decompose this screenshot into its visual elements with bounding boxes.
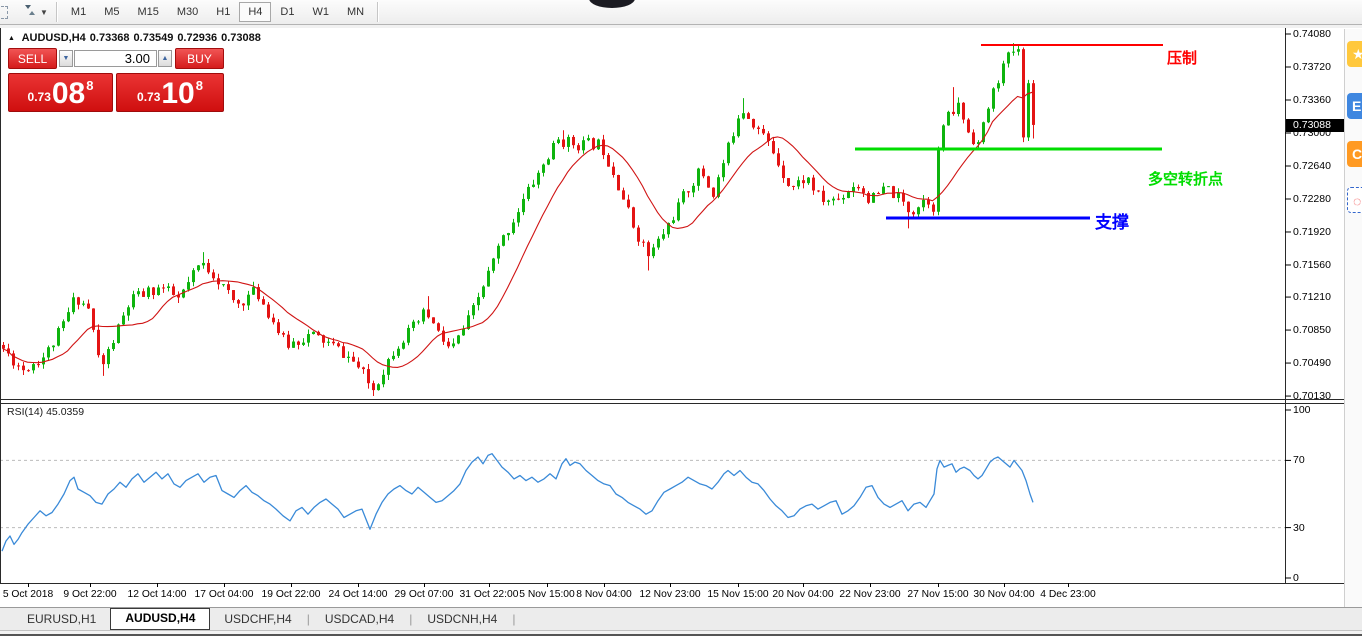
price-tick-label: 0.72640 [1293, 159, 1331, 172]
one-click-trading-panel: SELL ▼ ▲ BUY 0.73 08 8 0.73 10 8 [8, 48, 224, 112]
chart-title: ▲ AUDUSD,H4 0.73368 0.73549 0.72936 0.73088 [8, 32, 265, 44]
volume-decrease-button[interactable]: ▼ [59, 50, 73, 67]
buy-price-box[interactable]: 0.73 10 8 [116, 73, 224, 112]
rsi-tick-label: 30 [1293, 521, 1305, 534]
symbol-tab-USDCNHH4[interactable]: USDCNH,H4 [427, 611, 498, 626]
quote-low: 0.72936 [177, 32, 218, 44]
support-label[interactable]: 支撑 [1095, 213, 1129, 232]
price-tick-label: 0.73720 [1293, 60, 1331, 73]
time-tick-label: 24 Oct 14:00 [328, 589, 388, 600]
price-tick-label: 0.71560 [1293, 258, 1331, 271]
symbol-tab-EURUSDH1[interactable]: EURUSD,H1 [27, 611, 97, 626]
favorite-star-icon[interactable]: ★ [1347, 41, 1362, 67]
camera-notch [589, 0, 635, 8]
time-tick-label: 22 Nov 23:00 [839, 589, 901, 600]
time-tick-label: 29 Oct 07:00 [394, 589, 454, 600]
screenshot-dashed-icon[interactable]: ◌ [1347, 187, 1362, 213]
toolbar-lower-band [0, 25, 1362, 28]
price-tick-label: 0.73360 [1293, 93, 1331, 106]
price-tick-label: 0.71210 [1293, 291, 1331, 304]
timeframe-button-W1[interactable]: W1 [312, 6, 329, 18]
price-tick-label: 0.70850 [1293, 324, 1331, 337]
tab-separator: | [409, 612, 413, 626]
price-tick-label: 0.70130 [1293, 390, 1331, 403]
time-tick-label: 30 Nov 04:00 [973, 589, 1035, 600]
resistance-label[interactable]: 压制 [1167, 50, 1198, 67]
timeframe-bar: M1 M5 M15 M30 H1 H4 D1 W1 MN [62, 0, 373, 24]
time-tick-label: 8 Nov 04:00 [576, 589, 632, 600]
price-tick-label: 0.71920 [1293, 225, 1331, 238]
quote-high: 0.73549 [133, 32, 174, 44]
time-tick-label: 27 Nov 15:00 [907, 589, 969, 600]
chart-symbol: AUDUSD,H4 [21, 32, 86, 44]
quote-open: 0.73368 [89, 32, 130, 44]
time-tick-label: 12 Nov 23:00 [639, 589, 701, 600]
rsi-indicator-label: RSI(14) 45.0359 [7, 406, 85, 418]
symbol-tab-bar: EURUSD,H1 AUDUSD,H4 USDCHF,H4 | USDCAD,H4 | US… [0, 607, 1362, 630]
timeframe-button-MN[interactable]: MN [346, 6, 365, 18]
time-tick-label: 17 Oct 04:00 [194, 589, 254, 600]
buy-price-sup: 8 [195, 78, 203, 93]
style-arrows-icon[interactable] [22, 3, 38, 22]
sell-price-sup: 8 [86, 78, 94, 93]
timeframe-button-M30[interactable]: M30 [176, 6, 199, 18]
tab-separator: | [306, 612, 310, 626]
symbol-tab-USDCHFH4[interactable]: USDCHF,H4 [224, 611, 292, 626]
timeframe-button-H4[interactable]: H4 [239, 2, 272, 22]
selection-rect-icon[interactable] [0, 6, 8, 19]
top-toolbar: ▼ M1 M5 M15 M30 H1 H4 D1 W1 MN [0, 0, 1362, 25]
time-tick-label: 20 Nov 04:00 [772, 589, 834, 600]
toolbar-separator [55, 2, 58, 22]
pivot-label[interactable]: 多空转折点 [1148, 171, 1224, 188]
time-tick-label: 12 Oct 14:00 [127, 589, 187, 600]
price-tick-label: 0.70490 [1293, 357, 1331, 370]
buy-price-prefix: 0.73 [137, 90, 161, 104]
side-icon-strip: ★ E C ◌ [1344, 29, 1362, 607]
symbol-tab-AUDUSDH4[interactable]: AUDUSD,H4 [110, 608, 211, 630]
rsi-tick-label: 70 [1293, 454, 1305, 467]
dropdown-caret-icon[interactable]: ▼ [40, 7, 48, 17]
timeframe-button-M5[interactable]: M5 [104, 6, 120, 18]
orange-c-icon[interactable]: C [1347, 141, 1362, 167]
price-tick-label: 0.72280 [1293, 192, 1331, 205]
timeframe-button-D1[interactable]: D1 [280, 6, 295, 18]
timeframe-button-M15[interactable]: M15 [137, 6, 159, 18]
timeframe-button-M1[interactable]: M1 [70, 6, 87, 18]
symbol-tab-USDCADH4[interactable]: USDCAD,H4 [324, 611, 395, 626]
rsi-tick-label: 0 [1293, 572, 1299, 584]
buy-price-big: 10 [161, 77, 195, 110]
time-tick-label: 19 Oct 22:00 [261, 589, 321, 600]
browser-e-icon[interactable]: E [1347, 93, 1362, 119]
time-tick-label: 15 Nov 15:00 [707, 589, 769, 600]
status-strip [0, 630, 1362, 636]
sell-price-box[interactable]: 0.73 08 8 [8, 73, 113, 112]
volume-increase-button[interactable]: ▲ [158, 50, 172, 67]
current-price-badge: 0.73088 [1286, 118, 1346, 132]
time-tick-label: 9 Oct 22:00 [63, 589, 117, 600]
buy-button[interactable]: BUY [175, 48, 224, 69]
tab-separator: | [512, 612, 516, 626]
toolbar-separator [377, 2, 380, 22]
quote-close: 0.73088 [221, 32, 261, 44]
sell-price-prefix: 0.73 [27, 90, 51, 104]
time-tick-label: 5 Oct 2018 [2, 589, 54, 600]
collapse-arrow-icon[interactable]: ▲ [8, 35, 15, 42]
sell-button[interactable]: SELL [8, 48, 57, 69]
rsi-tick-label: 100 [1293, 404, 1311, 416]
time-tick-label: 5 Nov 15:00 [519, 589, 575, 600]
volume-input[interactable] [74, 50, 157, 67]
sell-price-big: 08 [51, 77, 86, 110]
time-tick-label: 31 Oct 22:00 [459, 589, 519, 600]
time-tick-label: 4 Dec 23:00 [1040, 589, 1096, 600]
timeframe-button-H1[interactable]: H1 [216, 6, 231, 18]
price-tick-label: 0.74080 [1293, 28, 1331, 40]
